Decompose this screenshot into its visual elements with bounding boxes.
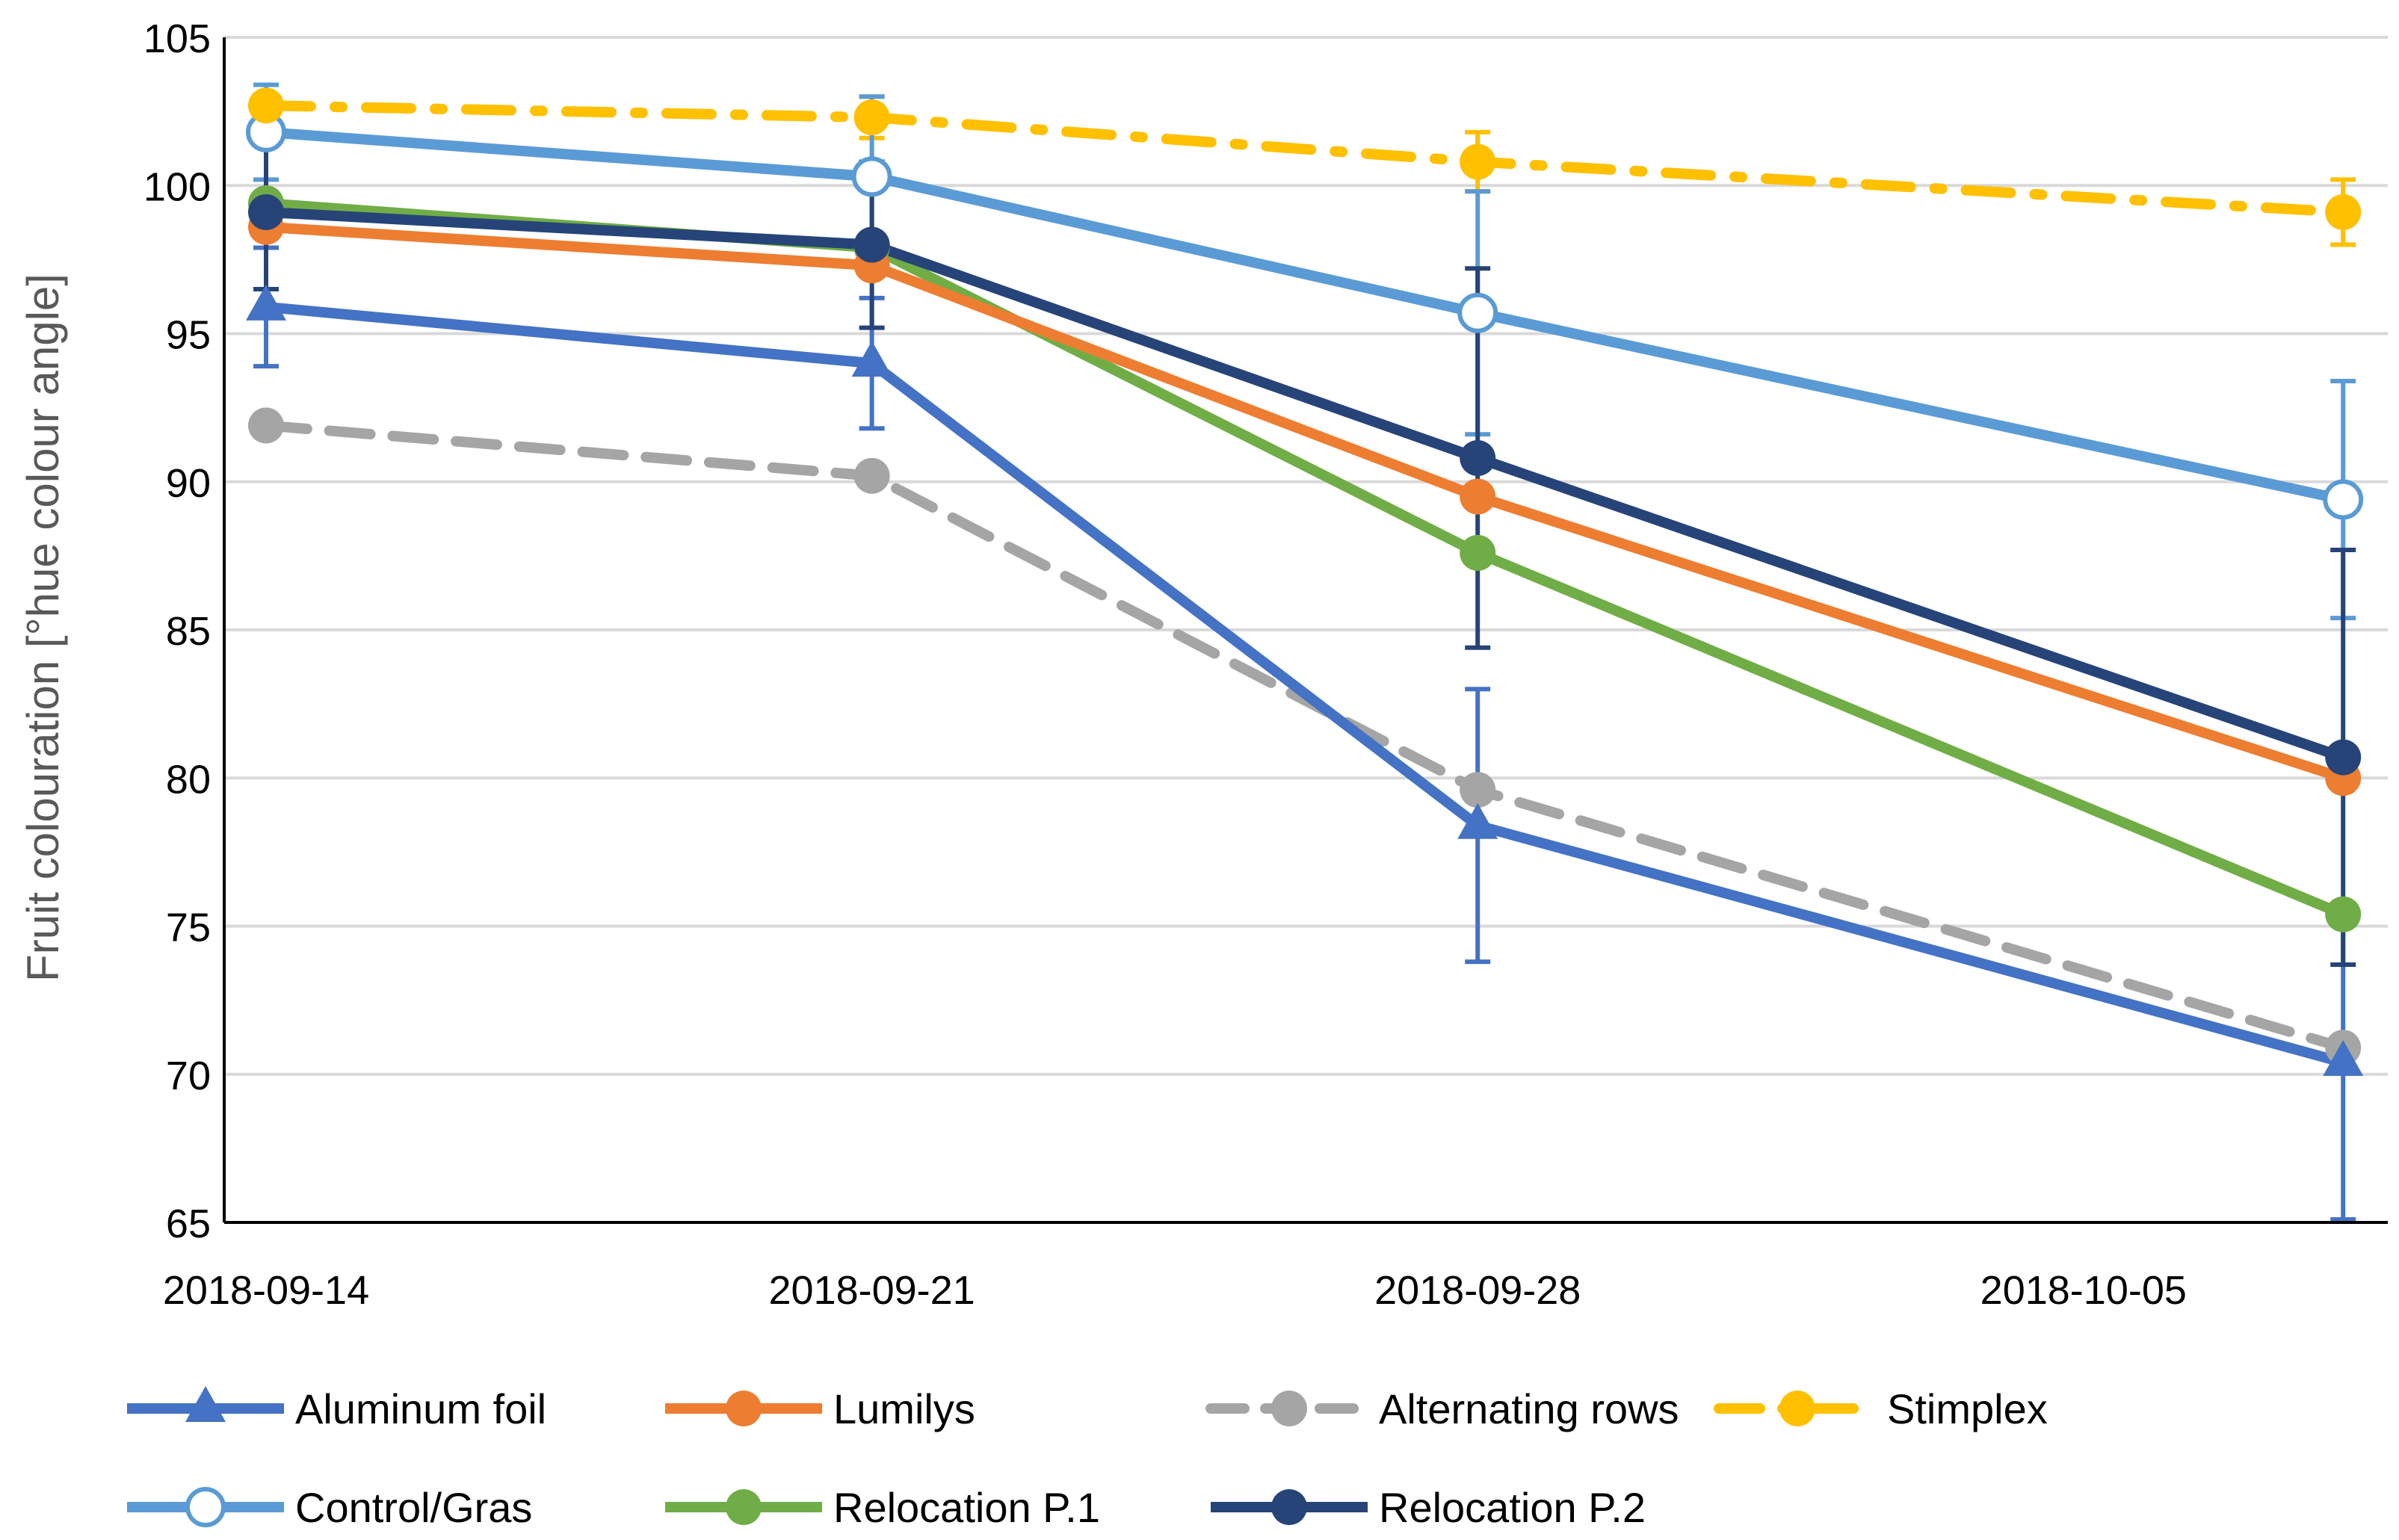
legend-label: Control/Gras	[295, 1484, 532, 1531]
marker-circle	[853, 99, 890, 136]
marker-circle	[248, 87, 284, 124]
marker-circle	[853, 226, 890, 263]
series-markers	[246, 87, 2364, 1076]
axes	[223, 37, 2388, 1224]
y-tick-label: 85	[166, 609, 211, 654]
x-tick-label: 2018-09-28	[1374, 1268, 1581, 1313]
series-line	[261, 100, 2349, 217]
x-tick-label: 2018-09-14	[163, 1268, 369, 1313]
marker-circle	[853, 457, 890, 494]
legend-label: Relocation P.2	[1379, 1484, 1646, 1531]
series-line	[265, 301, 2345, 1068]
series-line	[265, 198, 2345, 920]
marker-triangle	[185, 1386, 226, 1422]
marker-triangle	[1457, 803, 1498, 839]
marker-circle	[248, 407, 284, 444]
y-tick-label: 70	[166, 1054, 211, 1098]
marker-triangle	[2323, 1039, 2364, 1076]
series-line	[265, 221, 2345, 783]
y-tick-labels: 65 70 75 80 85 90 95 100 105	[143, 16, 211, 1246]
marker-circle	[248, 194, 284, 230]
y-axis-label: Fruit colouration [°hue colour angle]	[18, 273, 68, 982]
x-tick-label: 2018-10-05	[1980, 1268, 2187, 1313]
marker-circle	[2325, 194, 2362, 230]
marker-circle	[1460, 440, 1496, 477]
y-tick-label: 100	[143, 164, 211, 209]
y-tick-label: 80	[166, 757, 211, 802]
legend-label: Lumilys	[833, 1385, 975, 1432]
marker-circle	[1271, 1489, 1307, 1525]
legend: Aluminum foil Lumilys Alternating rows Stim…	[127, 1385, 2048, 1531]
marker-circle	[1460, 143, 1496, 180]
marker-open-circle	[1457, 292, 1498, 333]
marker-open-circle	[185, 1487, 226, 1527]
series-line	[265, 206, 2345, 763]
series-line	[265, 126, 2344, 505]
marker-circle	[1779, 1391, 1815, 1426]
marker-circle	[1460, 478, 1496, 515]
marker-circle	[1460, 772, 1496, 808]
marker-circle	[2325, 896, 2362, 933]
marker-triangle	[246, 284, 286, 321]
marker-circle	[2325, 739, 2362, 776]
y-tick-label: 95	[166, 313, 211, 358]
marker-open-circle	[851, 156, 892, 197]
marker-circle	[726, 1489, 762, 1525]
y-tick-label: 105	[143, 16, 211, 61]
marker-open-circle	[2323, 479, 2364, 520]
legend-label: Aluminum foil	[295, 1385, 546, 1432]
legend-label: Stimplex	[1887, 1385, 2048, 1432]
x-tick-label: 2018-09-21	[768, 1268, 975, 1313]
series-line	[261, 420, 2349, 1054]
legend-label: Alternating rows	[1379, 1385, 1679, 1432]
x-tick-labels: 2018-09-14 2018-09-21 2018-09-28 2018-10-05	[163, 1268, 2187, 1313]
marker-circle	[1271, 1391, 1307, 1426]
y-tick-label: 90	[166, 461, 211, 506]
series-lines	[261, 100, 2349, 1068]
legend-label: Relocation P.1	[833, 1484, 1100, 1531]
marker-circle	[726, 1391, 762, 1426]
marker-triangle	[851, 341, 892, 377]
y-tick-label: 65	[166, 1202, 211, 1246]
y-tick-label: 75	[166, 906, 211, 950]
marker-circle	[1460, 534, 1496, 571]
